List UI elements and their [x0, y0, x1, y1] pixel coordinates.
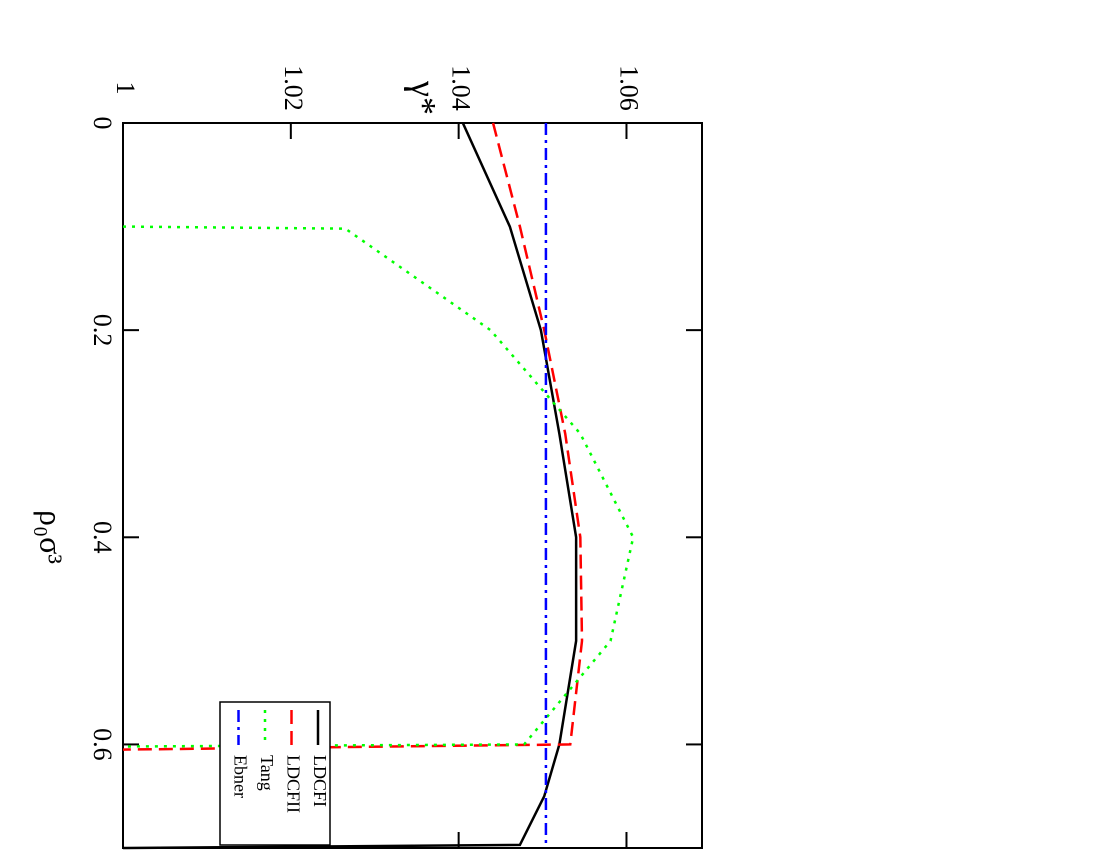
y-tick-label: 1.06 [615, 65, 644, 111]
y-tick-label: 1.02 [279, 65, 308, 111]
x-tick-label: 0.4 [88, 521, 117, 554]
legend-label: Tang [257, 755, 277, 791]
series-line [122, 122, 578, 850]
legend-label: Ebner [230, 755, 250, 798]
legend-label: LDCFI [310, 755, 330, 807]
legend-box [219, 701, 331, 846]
y-axis-label: γ* [404, 80, 444, 115]
x-tick-label: 0.2 [88, 314, 117, 347]
x-tick-label: 0.6 [88, 728, 117, 761]
legend-label: LDCFII [283, 755, 303, 813]
y-tick-label: 1 [111, 82, 140, 95]
x-axis-label: ρ₀σ³ [34, 510, 70, 564]
x-tick-label: 0 [88, 117, 117, 130]
series-line [122, 225, 635, 748]
y-tick-label: 1.04 [447, 65, 476, 111]
plot-frame [122, 122, 703, 849]
series-line [122, 122, 584, 751]
